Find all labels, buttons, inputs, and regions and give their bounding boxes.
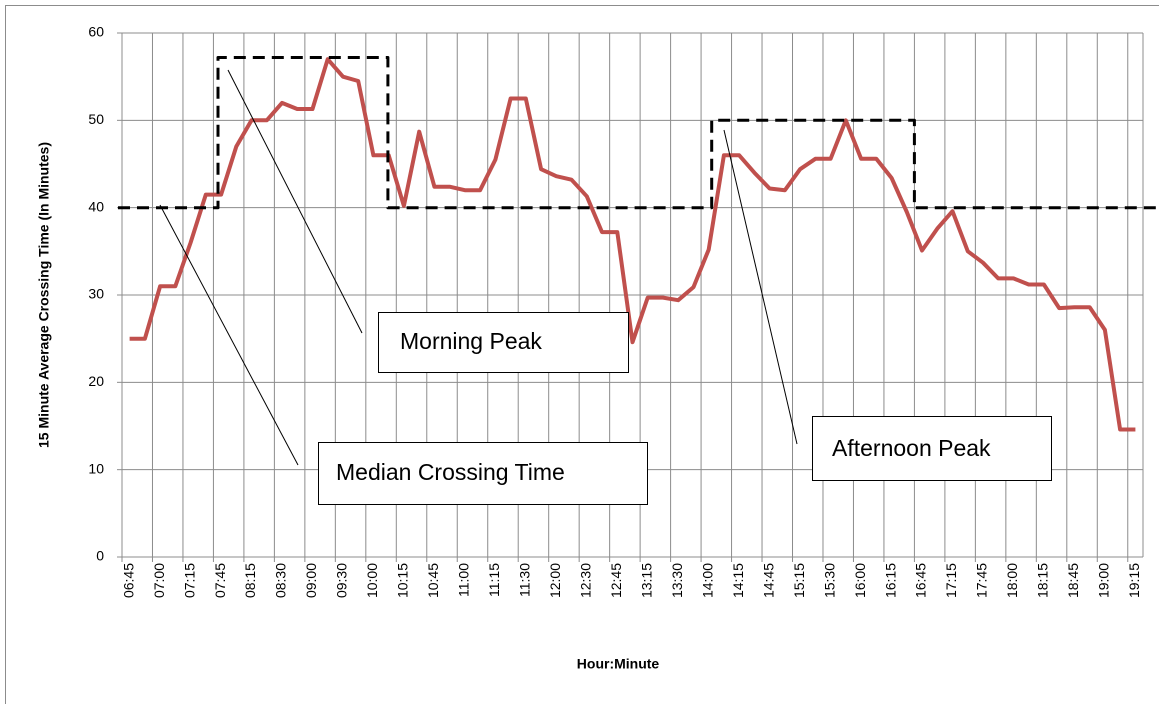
series-line (129, 57, 1136, 432)
leader-line (723, 129, 798, 445)
annotation: Afternoon Peak (832, 435, 991, 461)
x-tick-label: 18:45 (1065, 563, 1081, 598)
annotation: Morning Peak (400, 328, 542, 354)
x-tick-label: 18:00 (1004, 563, 1020, 598)
x-tick-label: 16:15 (882, 563, 898, 598)
x-tick-label: 17:15 (943, 563, 959, 598)
x-tick-label: 07:45 (212, 563, 228, 598)
annotation-box (812, 416, 1052, 481)
leader-line (227, 69, 363, 334)
x-tick-label: 15:30 (821, 563, 837, 598)
y-tick-label: 20 (88, 373, 104, 389)
y-tick-label: 40 (88, 198, 104, 214)
x-tick-label: 07:15 (181, 563, 197, 598)
x-tick-label: 18:15 (1035, 563, 1051, 598)
annotation: Median Crossing Time (336, 459, 565, 485)
annotation-box (378, 312, 629, 373)
x-tick-label: 14:45 (760, 563, 776, 598)
x-tick-label: 06:45 (120, 563, 136, 598)
y-tick-label: 30 (88, 286, 104, 302)
x-tick-label: 14:00 (699, 563, 715, 598)
x-tick-label: 10:00 (364, 563, 380, 598)
x-tick-label: 17:45 (974, 563, 990, 598)
x-tick-label: 11:30 (517, 563, 533, 597)
x-tick-label: 13:15 (638, 563, 654, 598)
x-tick-label: 19:00 (1096, 563, 1112, 598)
annotations: Morning Peak Median Crossing Time Aftern… (159, 69, 1052, 505)
y-axis-label: 15 Minute Average Crossing Time (In Minu… (36, 142, 52, 448)
y-tick-label: 10 (88, 460, 104, 476)
y-tick-label: 50 (88, 111, 104, 127)
x-tick-label: 09:30 (334, 563, 350, 598)
x-tick-label: 12:30 (577, 563, 593, 598)
annotation-box (318, 442, 648, 505)
reference-line (118, 56, 1159, 210)
plot (118, 56, 1159, 432)
x-tick-label: 09:00 (303, 563, 319, 598)
leader-line (159, 204, 299, 466)
x-tick-label: 10:15 (395, 563, 411, 598)
y-tick-label: 60 (88, 24, 104, 40)
x-axis-label: Hour:Minute (577, 656, 660, 672)
x-tick-label: 11:15 (486, 563, 502, 597)
x-tick-label: 19:15 (1126, 563, 1142, 598)
y-tick-label: 0 (96, 548, 104, 564)
x-tick-label: 16:45 (913, 563, 929, 598)
x-tick-label: 10:45 (425, 563, 441, 598)
x-tick-label: 12:45 (608, 563, 624, 598)
x-tick-label: 14:15 (730, 563, 746, 598)
x-tick-label: 16:00 (852, 563, 868, 598)
x-tick-label: 08:15 (242, 563, 258, 598)
x-tick-label: 15:15 (791, 563, 807, 598)
x-tick-label: 11:00 (456, 563, 472, 597)
x-tick-label: 07:00 (151, 563, 167, 598)
x-tick-label: 08:30 (273, 563, 289, 598)
x-tick-label: 12:00 (547, 563, 563, 598)
x-tick-label: 13:30 (669, 563, 685, 598)
